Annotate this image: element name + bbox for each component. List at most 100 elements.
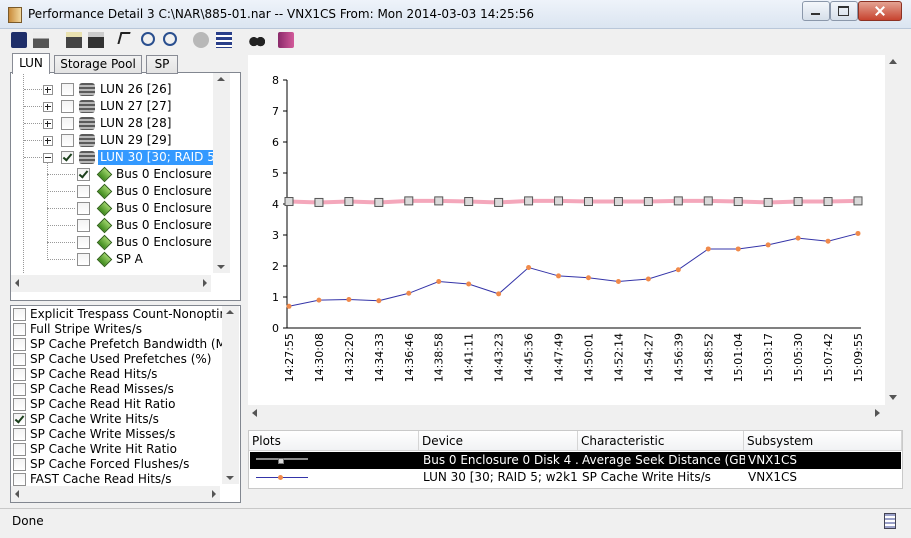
maximize-button[interactable] — [830, 1, 858, 21]
column-header[interactable]: Device — [419, 431, 578, 451]
scroll-arrow[interactable] — [252, 409, 257, 417]
copy-button[interactable] — [66, 32, 82, 48]
scroll-arrow[interactable] — [875, 409, 880, 417]
metric-label[interactable]: SP Cache Forced Flushes/s — [30, 457, 190, 471]
checkbox[interactable] — [13, 308, 26, 321]
minimize-button[interactable] — [802, 1, 830, 21]
metric-label[interactable]: SP Cache Write Hit Ratio — [30, 442, 177, 456]
checkbox[interactable] — [77, 219, 90, 232]
vertical-scrollbar[interactable] — [885, 55, 901, 405]
checkbox[interactable] — [13, 458, 26, 471]
metric-item[interactable]: FAST Cache Read Hits/s — [11, 472, 240, 487]
close-button[interactable] — [858, 1, 902, 21]
metric-item[interactable]: SP Cache Read Hit Ratio — [11, 397, 240, 412]
metric-label[interactable]: SP Cache Read Hits/s — [30, 367, 158, 381]
metric-item[interactable]: SP Cache Write Hits/s — [11, 412, 240, 427]
metric-label[interactable]: SP Cache Used Prefetches (%) — [30, 352, 212, 366]
scroll-arrow[interactable] — [217, 77, 225, 81]
checkbox[interactable] — [13, 413, 26, 426]
tree-label[interactable]: LUN 30 [30; RAID 5 — [98, 150, 217, 165]
checkbox[interactable] — [61, 117, 74, 130]
checkbox[interactable] — [13, 383, 26, 396]
zoom-out-button[interactable] — [163, 32, 177, 46]
tree-label[interactable]: Bus 0 Enclosure — [116, 201, 212, 215]
tree-item[interactable]: Bus 0 Enclosure — [11, 200, 240, 217]
metric-item[interactable]: SP Cache Write Hit Ratio — [11, 442, 240, 457]
tree-item[interactable]: Bus 0 Enclosure — [11, 217, 240, 234]
column-header[interactable]: Characteristic — [578, 431, 744, 451]
metric-item[interactable]: SP Cache Read Hits/s — [11, 367, 240, 382]
scroll-arrow[interactable] — [203, 279, 207, 287]
scroll-arrow[interactable] — [226, 476, 234, 480]
metric-label[interactable]: SP Cache Write Misses/s — [30, 427, 176, 441]
save-button[interactable] — [11, 32, 27, 48]
checkbox[interactable] — [61, 83, 74, 96]
tree-label[interactable]: LUN 28 [28] — [100, 116, 172, 130]
checkbox[interactable] — [13, 398, 26, 411]
scroll-arrow[interactable] — [889, 59, 897, 64]
metric-label[interactable]: Explicit Trespass Count-Nonoptim — [30, 307, 232, 321]
tree-item[interactable]: Bus 0 Enclosure — [11, 166, 240, 183]
checkbox[interactable] — [61, 100, 74, 113]
paste-button[interactable] — [88, 32, 104, 48]
find-button[interactable] — [249, 32, 265, 48]
tab[interactable]: Storage Pool — [54, 55, 142, 74]
checkbox[interactable] — [13, 338, 26, 351]
table-row[interactable]: LUN 30 [30; RAID 5; w2k1... SP Cache Writ… — [250, 469, 901, 486]
checkbox[interactable] — [13, 368, 26, 381]
link-button[interactable] — [193, 32, 209, 48]
metric-item[interactable]: Full Stripe Writes/s — [11, 322, 240, 337]
column-header[interactable]: Subsystem — [744, 431, 902, 451]
tree-item[interactable]: LUN 26 [26] — [11, 81, 240, 98]
tree-label[interactable]: LUN 27 [27] — [100, 99, 172, 113]
expander[interactable] — [43, 85, 53, 95]
zoom-in-button[interactable] — [141, 32, 155, 46]
metric-item[interactable]: Explicit Trespass Count-Nonoptim — [11, 307, 240, 322]
checkbox[interactable] — [13, 428, 26, 441]
checkbox[interactable] — [77, 185, 90, 198]
checkbox[interactable] — [13, 473, 26, 486]
tree-item[interactable]: LUN 30 [30; RAID 5 — [11, 149, 240, 166]
tree-label[interactable]: LUN 26 [26] — [100, 82, 172, 96]
metric-label[interactable]: Full Stripe Writes/s — [30, 322, 142, 336]
tree-item[interactable]: Bus 0 Enclosure — [11, 234, 240, 251]
tree-item[interactable]: LUN 28 [28] — [11, 115, 240, 132]
vertical-scrollbar[interactable] — [222, 306, 239, 484]
horizontal-scrollbar[interactable] — [11, 275, 211, 292]
metric-label[interactable]: SP Cache Prefetch Bandwidth (ME — [30, 337, 234, 351]
checkbox[interactable] — [13, 323, 26, 336]
horizontal-scrollbar[interactable] — [11, 486, 220, 502]
metric-label[interactable]: SP Cache Write Hits/s — [30, 412, 159, 426]
tree-label[interactable]: Bus 0 Enclosure — [116, 167, 212, 181]
metric-item[interactable]: SP Cache Write Misses/s — [11, 427, 240, 442]
scroll-arrow[interactable] — [889, 395, 897, 400]
tree-item[interactable]: LUN 27 [27] — [11, 98, 240, 115]
checkbox[interactable] — [13, 443, 26, 456]
checkbox[interactable] — [61, 134, 74, 147]
checkbox[interactable] — [77, 202, 90, 215]
tab[interactable]: LUN — [12, 53, 50, 74]
tree-item[interactable]: LUN 29 [29] — [11, 132, 240, 149]
table-row[interactable]: Bus 0 Enclosure 0 Disk 4 ... Average Seek… — [250, 452, 901, 469]
vertical-scrollbar[interactable] — [213, 73, 230, 273]
scroll-arrow[interactable] — [217, 265, 225, 269]
metric-item[interactable]: SP Cache Used Prefetches (%) — [11, 352, 240, 367]
tree-label[interactable]: Bus 0 Enclosure — [116, 218, 212, 232]
metric-label[interactable]: FAST Cache Read Hits/s — [30, 472, 172, 486]
metric-label[interactable]: SP Cache Read Misses/s — [30, 382, 174, 396]
metric-item[interactable]: SP Cache Read Misses/s — [11, 382, 240, 397]
metric-item[interactable]: SP Cache Forced Flushes/s — [11, 457, 240, 472]
help-button[interactable] — [278, 32, 294, 48]
expander[interactable] — [43, 153, 53, 163]
table-button[interactable] — [216, 32, 232, 48]
tree-item[interactable]: SP A — [11, 251, 240, 268]
tree-label[interactable]: Bus 0 Enclosure — [116, 184, 212, 198]
expander[interactable] — [43, 102, 53, 112]
checkbox[interactable] — [77, 253, 90, 266]
expander[interactable] — [43, 136, 53, 146]
checkbox[interactable] — [61, 151, 74, 164]
scroll-arrow[interactable] — [15, 279, 19, 287]
tree-label[interactable]: Bus 0 Enclosure — [116, 235, 212, 249]
print-button[interactable] — [33, 32, 49, 48]
metric-item[interactable]: SP Cache Prefetch Bandwidth (ME — [11, 337, 240, 352]
